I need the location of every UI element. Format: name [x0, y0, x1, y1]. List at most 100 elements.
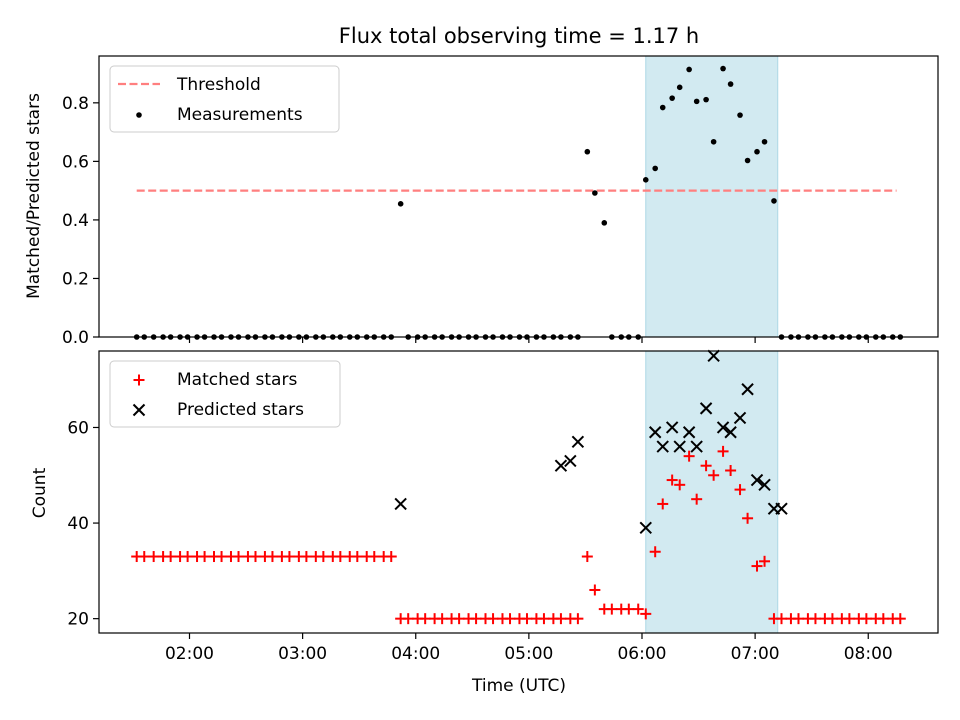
bottom-x-ticks: 02:00 03:00 04:00 05:00 06:00 07:00 08:00: [165, 633, 893, 664]
matched-star-point: [623, 603, 635, 615]
matched-star-point: [572, 613, 584, 625]
matched-star-point: [708, 469, 720, 481]
measurements-legend-label: Measurements: [177, 105, 303, 125]
matched-star-point: [826, 613, 838, 625]
predicted-star-point: [690, 440, 703, 453]
top-y-tick-label: 0.2: [62, 269, 89, 289]
measurement-point: [771, 198, 777, 204]
predicted-star-point: [724, 426, 737, 439]
x-tick-label: 08:00: [844, 644, 893, 664]
matched-star-point: [581, 551, 593, 563]
bottom-plot-frame: [98, 350, 939, 634]
matched-star-point: [470, 613, 482, 625]
measurement-point: [676, 84, 683, 91]
matched-star-point: [368, 551, 380, 563]
measurement-point: [761, 138, 768, 145]
chart-title: Flux total observing time = 1.17 h: [339, 24, 699, 48]
measurement-point: [686, 66, 692, 73]
matched-star-point: [589, 584, 601, 596]
measurement-point: [744, 157, 751, 164]
x-tick-label: 03:00: [278, 644, 327, 664]
matched-star-point: [317, 551, 329, 563]
predicted-star-point: [571, 435, 585, 449]
top-y-tick-label: 0.6: [62, 152, 89, 172]
top-y-tick-label: 0.8: [62, 94, 89, 114]
measurement-point: [652, 165, 658, 172]
matched-star-point: [632, 603, 644, 615]
measurement-point: [592, 190, 598, 196]
matched-star-point: [860, 613, 872, 625]
predicted-star-point: [733, 411, 747, 425]
matched-star-point: [402, 613, 414, 625]
measurement-point: [737, 112, 743, 118]
matched-star-point: [436, 613, 448, 625]
predicted-star-point: [750, 473, 764, 487]
measurement-point: [710, 138, 717, 145]
matched-star-point: [233, 551, 245, 563]
matched-star-point: [182, 551, 194, 563]
top-y-tick-label: 0.0: [62, 328, 89, 348]
matched-star-point: [717, 445, 729, 457]
matched-star-point: [351, 551, 363, 563]
matched-star-point: [419, 613, 431, 625]
predicted-star-point: [656, 440, 669, 453]
measurement-point: [642, 177, 649, 183]
matched-star-point: [894, 613, 906, 625]
matched-star-point: [843, 613, 855, 625]
predicted-star-point: [554, 459, 568, 472]
measurement-point: [584, 148, 591, 155]
measurement-point: [669, 95, 675, 101]
matched-star-point: [734, 484, 746, 496]
bottom-y-tick-label: 20: [67, 610, 89, 630]
matched-star-point: [148, 551, 160, 563]
x-axis-label: Time (UTC): [471, 676, 566, 696]
top-x-ticks: [188, 337, 869, 343]
matched-star-point: [700, 460, 712, 472]
matched-star-point: [216, 551, 228, 563]
top-y-axis-label: Matched/Predicted stars: [24, 93, 44, 299]
measurement-point: [659, 104, 666, 111]
x-tick-label: 04:00: [391, 644, 440, 664]
predicted-star-point: [639, 521, 652, 535]
matched-legend-label: Matched stars: [177, 370, 297, 390]
bottom-y-tick-label: 60: [67, 418, 89, 438]
measurement-point: [693, 98, 700, 105]
predicted-star-points: [394, 349, 788, 535]
predicted-star-point: [775, 502, 788, 515]
matched-star-point: [759, 555, 771, 567]
matched-star-point: [453, 613, 465, 625]
measurement-point: [397, 201, 404, 207]
bottom-y-tick-label: 40: [67, 514, 89, 534]
top-legend: Threshold Measurements: [109, 65, 340, 133]
matched-star-points: [131, 445, 906, 625]
matched-star-point: [666, 474, 678, 486]
matched-star-point: [334, 551, 346, 563]
top-panel: 0.00.20.40.60.8 Matched/Predicted stars …: [24, 55, 939, 348]
matched-star-point: [538, 613, 550, 625]
matched-star-point: [776, 613, 788, 625]
shaded-span-top: [645, 55, 779, 338]
matched-star-point: [751, 560, 763, 572]
x-tick-label: 07:00: [731, 644, 780, 664]
threshold-legend-label: Threshold: [176, 75, 261, 95]
matched-star-point: [504, 613, 516, 625]
x-tick-label: 02:00: [165, 644, 214, 664]
matched-star-point: [199, 551, 211, 563]
matched-star-point: [725, 464, 737, 476]
matched-star-point: [521, 613, 533, 625]
matched-star-point: [283, 551, 295, 563]
matched-star-point: [640, 608, 652, 620]
matched-star-point: [300, 551, 312, 563]
measurement-point: [601, 220, 608, 226]
predicted-star-point: [564, 454, 577, 468]
x-tick-label: 06:00: [617, 644, 666, 664]
measurement-point: [720, 65, 726, 72]
predicted-star-point: [394, 497, 407, 511]
predicted-star-point: [673, 440, 686, 453]
matched-star-point: [649, 546, 661, 558]
x-tick-label: 05:00: [504, 644, 553, 664]
matched-star-point: [555, 613, 567, 625]
matched-legend-marker: [133, 374, 145, 386]
predicted-legend-swatch: [132, 403, 146, 417]
